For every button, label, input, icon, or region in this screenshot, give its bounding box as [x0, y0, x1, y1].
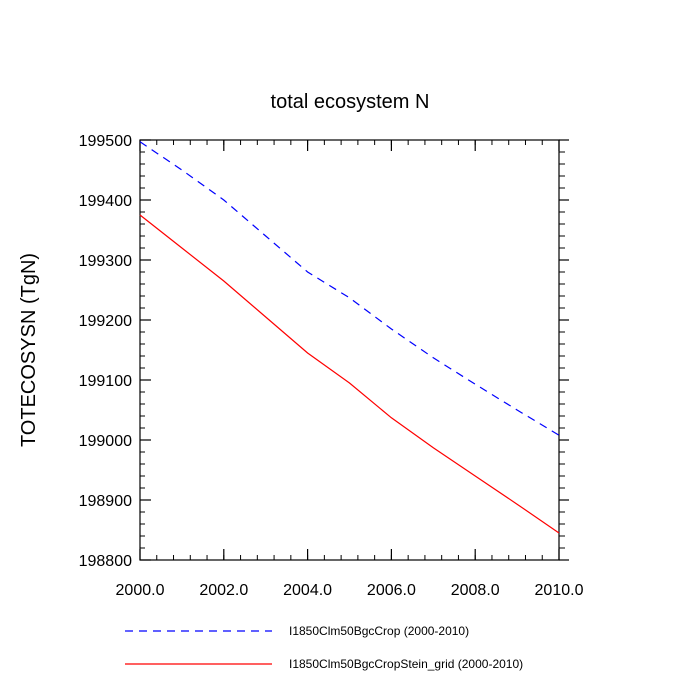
- x-tick-label: 2008.0: [451, 582, 500, 599]
- legend-label-1: I1850Clm50BgcCrop (2000-2010): [289, 624, 469, 638]
- series-line-2: [139, 214, 560, 534]
- plot-area: 2000.0 2002.0 2004.0 2006.0 2008.0 2010.0 1988…: [79, 133, 584, 599]
- y-tick-label: 199000: [79, 433, 132, 450]
- x-tick-label: 2004.0: [283, 582, 332, 599]
- chart-title: total ecosystem N: [271, 91, 430, 113]
- y-tick-label: 199200: [79, 313, 132, 330]
- series-line-1: [139, 141, 560, 436]
- y-tick-label: 199500: [79, 133, 132, 150]
- plot-frame: [139, 139, 560, 561]
- y-tick-label: 199300: [79, 253, 132, 270]
- y-tick-label: 199100: [79, 373, 132, 390]
- x-tick-label: 2002.0: [199, 582, 248, 599]
- y-tick-label: 199400: [79, 193, 132, 210]
- y-tick-label: 198900: [79, 493, 132, 510]
- y-axis-label: TOTECOSYSN (TgN): [18, 253, 40, 447]
- x-tick-label: 2006.0: [367, 582, 416, 599]
- y-tick-label: 198800: [79, 553, 132, 570]
- legend: I1850Clm50BgcCrop (2000-2010) I1850Clm50B…: [125, 624, 523, 671]
- x-tick-label: 2000.0: [116, 582, 165, 599]
- x-tick-label: 2010.0: [535, 582, 584, 599]
- legend-label-2: I1850Clm50BgcCropStein_grid (2000-2010): [289, 657, 523, 671]
